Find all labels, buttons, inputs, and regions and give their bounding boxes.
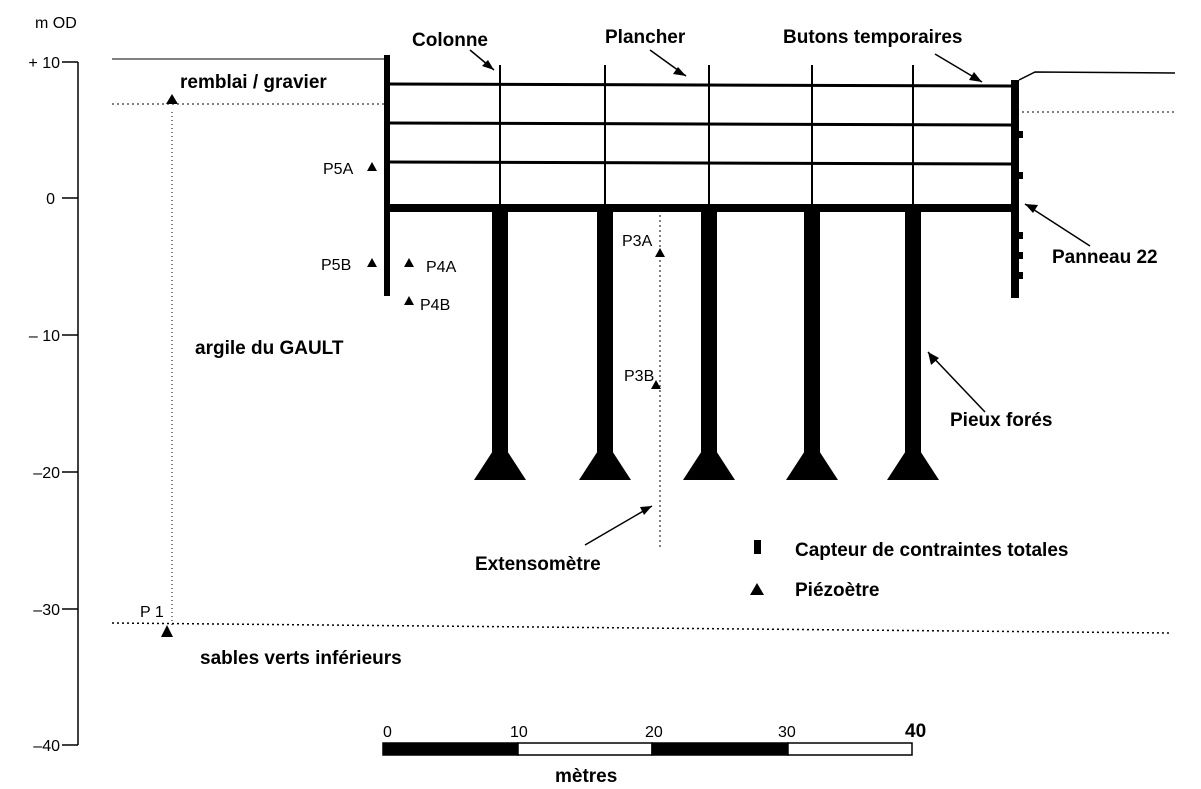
gauges [1017,131,1023,279]
label: Panneau 22 [1052,247,1158,268]
label: P 1 [140,604,164,621]
tick: –30 [33,602,60,619]
label: Plancher [605,27,686,48]
label: P4B [420,297,450,314]
axis [62,61,79,746]
scale-tick: 10 [510,724,528,741]
label: Butons temporaires [783,27,962,48]
label: P5B [321,257,351,274]
tick: –40 [33,738,60,755]
legend-label: Piézoètre [795,580,879,601]
label: argile du GAULT [195,338,344,359]
tick: –20 [33,465,60,482]
label: Colonne [412,30,488,51]
scale-tick: 20 [645,724,663,741]
scale-bar [382,742,913,756]
structure [111,55,1176,634]
scale-tick: 40 [905,721,926,742]
tick: + 10 [28,55,60,72]
label: P4A [426,259,457,276]
pile-bells [474,440,939,480]
label: P3A [622,233,653,250]
label: P3B [624,368,654,385]
arrow-heads [482,60,1038,515]
tick: – 10 [29,328,60,345]
axis-unit: m OD [35,15,77,32]
label: P5A [323,161,354,178]
scale-unit: mètres [555,766,617,787]
tick: 0 [46,191,55,208]
piezometers [161,94,665,637]
legend-label: Capteur de contraintes totales [795,540,1068,561]
scale-tick: 30 [778,724,796,741]
label: remblai / gravier [180,72,327,93]
label: sables verts inférieurs [200,648,402,669]
label: Extensomètre [475,554,601,575]
arrows [469,49,1091,546]
scale-tick: 0 [383,724,392,741]
legend-gauge [754,540,761,554]
legend-piezo [750,583,764,595]
label: Pieux forés [950,410,1052,431]
